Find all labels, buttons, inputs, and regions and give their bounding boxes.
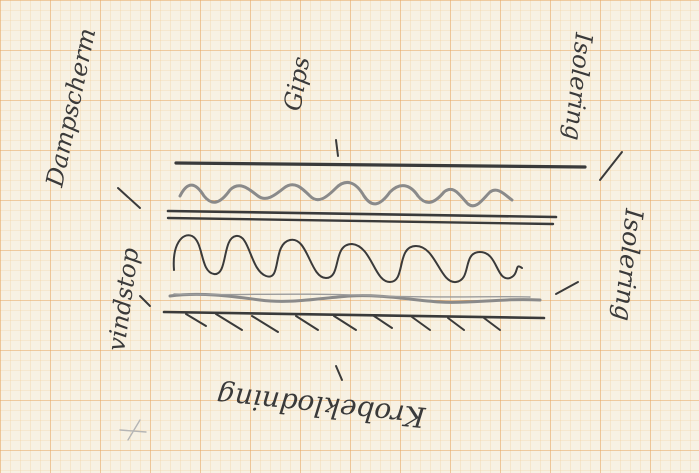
hatching xyxy=(185,313,501,333)
upper-wave-layer xyxy=(178,180,514,208)
lower-pencil-band-2 xyxy=(173,293,531,298)
double-line-top xyxy=(166,209,558,219)
top-layer-line xyxy=(174,161,587,169)
leader-marks xyxy=(117,139,623,381)
insulation-wave-layer xyxy=(172,234,523,283)
bottom-layer-line xyxy=(162,310,546,320)
double-line-bottom xyxy=(166,216,555,226)
stray-mark xyxy=(119,419,147,441)
lower-pencil-band xyxy=(168,292,542,304)
